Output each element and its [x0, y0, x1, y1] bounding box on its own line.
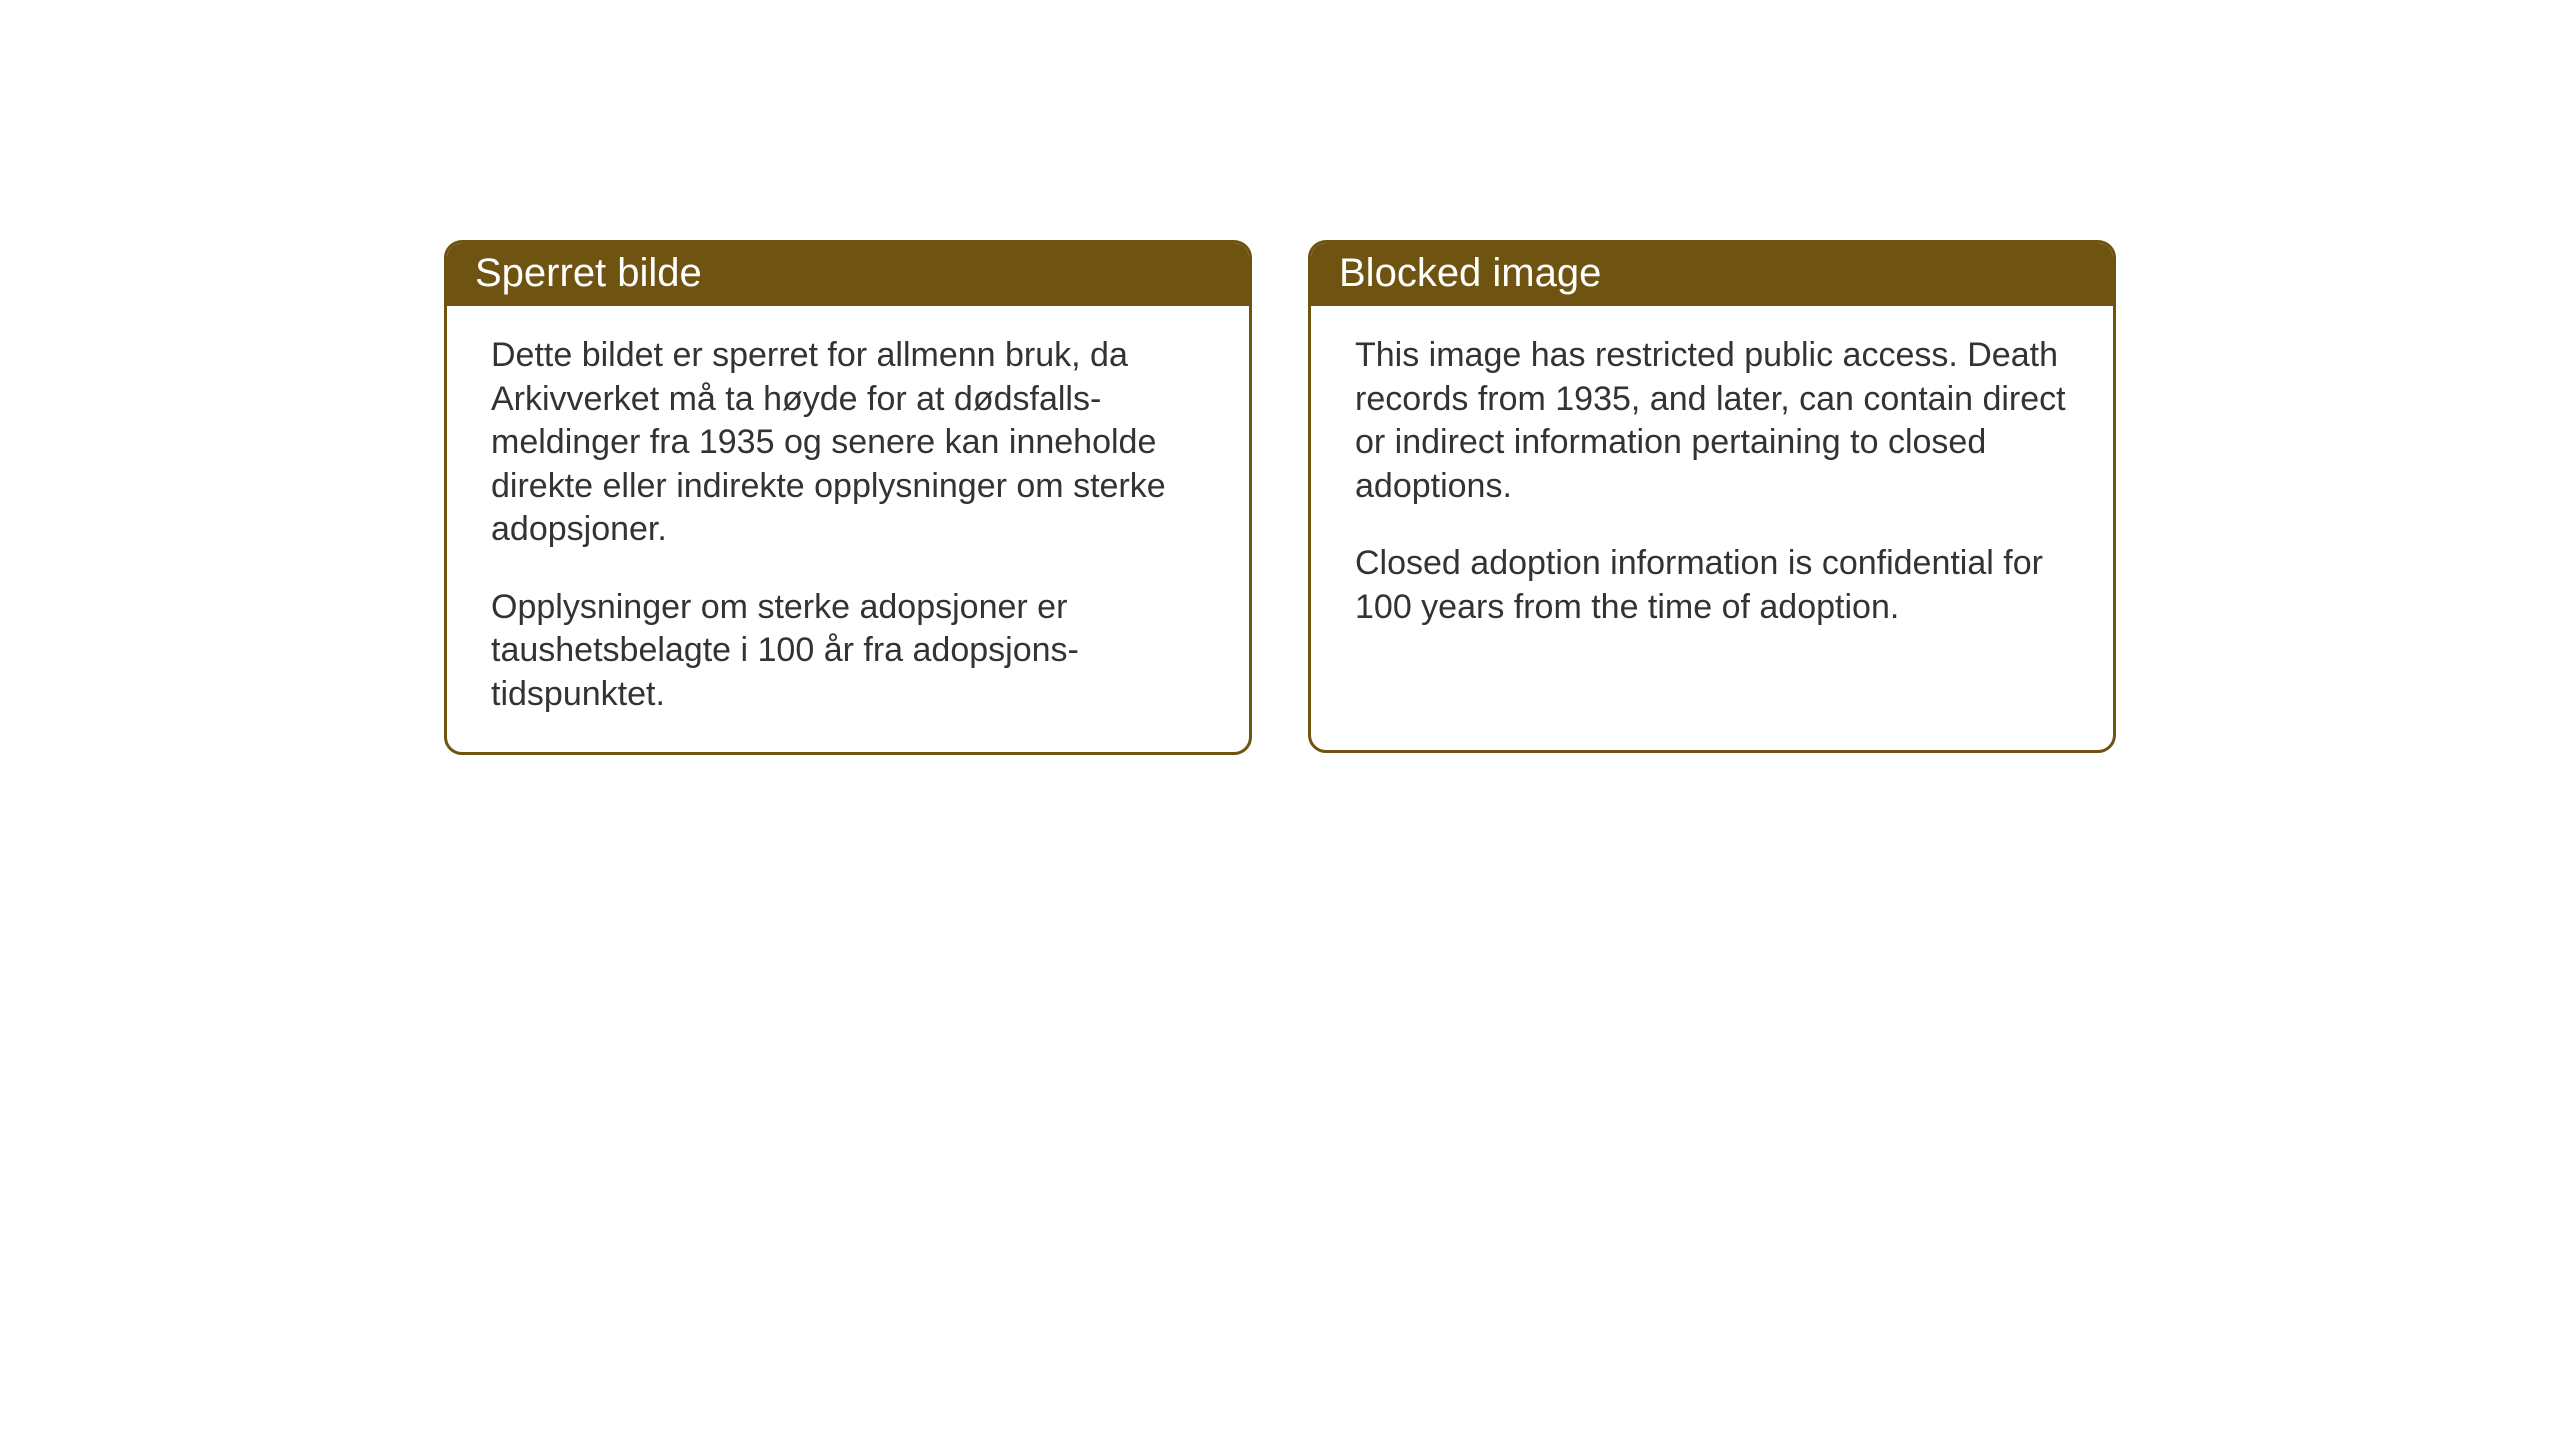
notice-card-english: Blocked image This image has restricted … — [1308, 240, 2116, 753]
card-title: Sperret bilde — [475, 251, 702, 295]
card-body-norwegian: Dette bildet er sperret for allmenn bruk… — [447, 306, 1249, 752]
paragraph-2: Closed adoption information is confident… — [1355, 542, 2069, 629]
card-header-norwegian: Sperret bilde — [447, 243, 1249, 306]
card-body-english: This image has restricted public access.… — [1311, 306, 2113, 665]
card-title: Blocked image — [1339, 251, 1601, 295]
paragraph-2: Opplysninger om sterke adopsjoner er tau… — [491, 586, 1205, 717]
paragraph-1: This image has restricted public access.… — [1355, 334, 2069, 508]
notice-container: Sperret bilde Dette bildet er sperret fo… — [444, 240, 2116, 755]
notice-card-norwegian: Sperret bilde Dette bildet er sperret fo… — [444, 240, 1252, 755]
paragraph-1: Dette bildet er sperret for allmenn bruk… — [491, 334, 1205, 552]
card-header-english: Blocked image — [1311, 243, 2113, 306]
